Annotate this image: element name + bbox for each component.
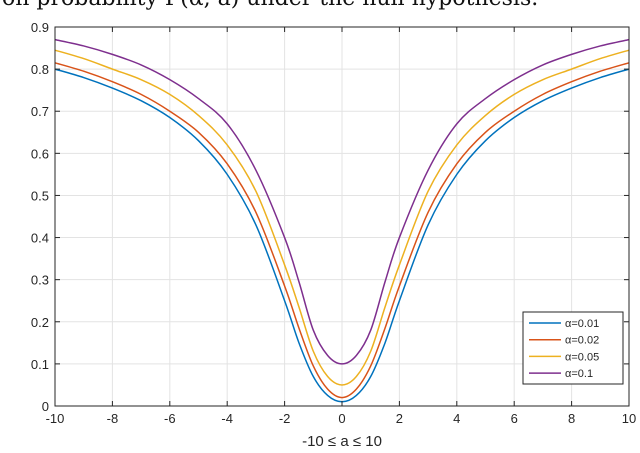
x-tick-label: 8	[568, 411, 575, 426]
y-tick-label: 0.9	[31, 20, 49, 35]
x-tick-label: -2	[279, 411, 291, 426]
y-tick-label: 0.7	[31, 104, 49, 119]
legend-entry-2: α=0.02	[565, 335, 599, 347]
x-tick-label: -4	[221, 411, 233, 426]
legend-entry-1: α=0.01	[565, 318, 599, 330]
legend: α=0.01 α=0.02 α=0.05 α=0.1	[522, 311, 624, 385]
legend-entry-3: α=0.05	[565, 351, 599, 363]
figure-caption: on probability F(α, a) under the null hy…	[2, 0, 538, 11]
y-tick-label: 0.3	[31, 273, 49, 288]
x-tick-label: -8	[107, 411, 119, 426]
x-tick-label: 0	[338, 411, 345, 426]
y-tick-label: 0.6	[31, 146, 49, 161]
x-axis-label: -10 ≤ a ≤ 10	[302, 433, 382, 450]
y-tick-label: 0.4	[31, 231, 49, 246]
x-tick-label: -10	[46, 411, 65, 426]
y-tick-label: 0.1	[31, 357, 49, 372]
y-tick-label: 0.2	[31, 315, 49, 330]
y-tick-label: 0.5	[31, 188, 49, 203]
x-tick-label: 2	[396, 411, 403, 426]
series-line-2	[54, 62, 630, 399]
x-tick-label: -6	[164, 411, 176, 426]
caption-strip: on probability F(α, a) under the null hy…	[0, 0, 640, 22]
series-line-4	[54, 38, 630, 365]
x-tick-label: 6	[511, 411, 518, 426]
x-tick-label: 10	[622, 411, 636, 426]
series-line-3	[54, 49, 630, 386]
x-tick-label: 4	[453, 411, 460, 426]
axis-ticks: -10 -8 -6 -4 -2 0 2 4 6 8 10 0 0.1 0.2 0.3 0.4 0.5 0.6 0.7…	[31, 20, 636, 426]
y-tick-label: 0	[42, 399, 49, 414]
legend-entry-4: α=0.1	[565, 368, 593, 380]
legend-box	[522, 311, 624, 385]
y-tick-label: 0.8	[31, 62, 49, 77]
